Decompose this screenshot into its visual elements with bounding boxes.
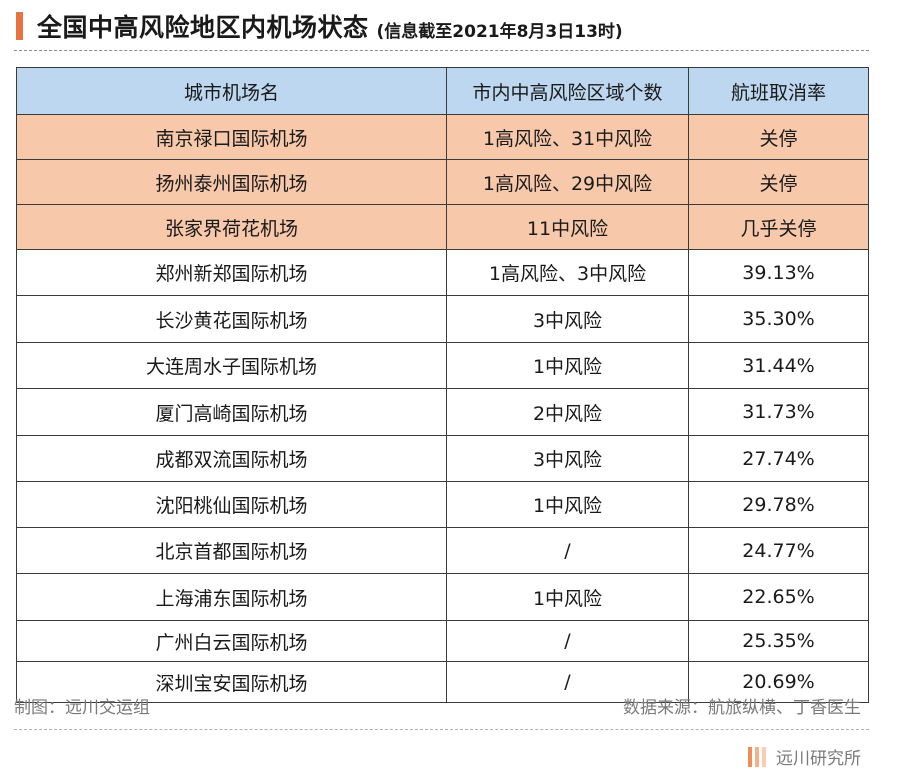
data-source-note: 数据来源：航旅纵横、丁香医生 [623, 698, 861, 718]
page-title: 全国中高风险地区内机场状态 [37, 13, 369, 42]
table-row: 厦门高崎国际机场 2中风险 31.73% [16, 388, 869, 436]
cell-risk-areas: 3中风险 [446, 295, 689, 343]
cell-cancel-rate: 27.74% [688, 435, 869, 482]
cell-risk-areas: 2中风险 [446, 388, 689, 436]
cell-cancel-rate: 关停 [688, 114, 869, 160]
cell-airport-name: 北京首都国际机场 [16, 527, 447, 574]
cell-airport-name: 上海浦东国际机场 [16, 573, 447, 621]
cell-cancel-rate: 几乎关停 [688, 204, 869, 250]
cell-airport-name: 郑州新郑国际机场 [16, 249, 447, 296]
table-row: 沈阳桃仙国际机场 1中风险 29.78% [16, 481, 869, 528]
column-header-cancel-rate: 航班取消率 [688, 67, 869, 115]
table-row: 广州白云国际机场/25.35% [16, 620, 869, 662]
cell-risk-areas: 1中风险 [446, 342, 689, 389]
cell-cancel-rate: 39.13% [688, 249, 869, 296]
title-bar: 全国中高风险地区内机场状态 (信息截至2021年8月3日13时) [16, 8, 623, 44]
page-subtitle: (信息截至2021年8月3日13时) [376, 21, 623, 42]
cell-cancel-rate: 31.44% [688, 342, 869, 389]
cell-airport-name: 大连周水子国际机场 [16, 342, 447, 389]
cell-risk-areas: 3中风险 [446, 435, 689, 482]
cell-cancel-rate: 24.77% [688, 527, 869, 574]
cell-risk-areas: / [446, 527, 689, 574]
cell-risk-areas: / [446, 620, 689, 662]
brand-logo-icon [748, 746, 766, 767]
table-row: 上海浦东国际机场 1中风险 22.65% [16, 573, 869, 621]
table-row: 扬州泰州国际机场 1高风险、29中风险 关停 [16, 159, 869, 205]
brand-name: 远川研究所 [776, 749, 861, 769]
column-header-risk-areas: 市内中高风险区域个数 [446, 67, 689, 115]
bottom-divider [14, 729, 869, 730]
chart-maker-note: 制图：远川交运组 [14, 698, 150, 718]
table-row: 成都双流国际机场 3中风险 27.74% [16, 435, 869, 482]
table-row: 大连周水子国际机场 1中风险 31.44% [16, 342, 869, 389]
cell-cancel-rate: 20.69% [688, 661, 869, 703]
cell-airport-name: 广州白云国际机场 [16, 620, 447, 662]
cell-risk-areas: 1高风险、29中风险 [446, 159, 689, 205]
cell-airport-name: 深圳宝安国际机场 [16, 661, 447, 703]
airport-status-table: 城市机场名 市内中高风险区域个数 航班取消率 南京禄口国际机场 1高风险、31中风… [16, 67, 869, 703]
cell-risk-areas: 1高风险、31中风险 [446, 114, 689, 160]
cell-airport-name: 厦门高崎国际机场 [16, 388, 447, 436]
column-header-airport: 城市机场名 [16, 67, 447, 115]
table-body: 南京禄口国际机场 1高风险、31中风险 关停 扬州泰州国际机场 1高风险、29中风险 关停… [16, 114, 869, 703]
cell-airport-name: 扬州泰州国际机场 [16, 159, 447, 205]
table-row: 深圳宝安国际机场/20.69% [16, 661, 869, 703]
cell-risk-areas: 11中风险 [446, 204, 689, 250]
cell-cancel-rate: 25.35% [688, 620, 869, 662]
cell-airport-name: 张家界荷花机场 [16, 204, 447, 250]
cell-risk-areas: 1中风险 [446, 573, 689, 621]
cell-cancel-rate: 22.65% [688, 573, 869, 621]
table-row: 北京首都国际机场/24.77% [16, 527, 869, 574]
brand-footer: 远川研究所 [748, 744, 861, 769]
top-divider [14, 50, 869, 51]
cell-airport-name: 成都双流国际机场 [16, 435, 447, 482]
title-accent-bar [16, 12, 23, 40]
table-row: 张家界荷花机场 11中风险 几乎关停 [16, 204, 869, 250]
cell-cancel-rate: 29.78% [688, 481, 869, 528]
table-row: 南京禄口国际机场 1高风险、31中风险 关停 [16, 114, 869, 160]
cell-airport-name: 南京禄口国际机场 [16, 114, 447, 160]
table-header-row: 城市机场名 市内中高风险区域个数 航班取消率 [16, 67, 869, 115]
cell-cancel-rate: 关停 [688, 159, 869, 205]
cell-risk-areas: 1高风险、3中风险 [446, 249, 689, 296]
cell-risk-areas: 1中风险 [446, 481, 689, 528]
table-row: 郑州新郑国际机场 1高风险、3中风险 39.13% [16, 249, 869, 296]
cell-airport-name: 沈阳桃仙国际机场 [16, 481, 447, 528]
cell-cancel-rate: 31.73% [688, 388, 869, 436]
cell-cancel-rate: 35.30% [688, 295, 869, 343]
cell-airport-name: 长沙黄花国际机场 [16, 295, 447, 343]
table-row: 长沙黄花国际机场 3中风险 35.30% [16, 295, 869, 343]
